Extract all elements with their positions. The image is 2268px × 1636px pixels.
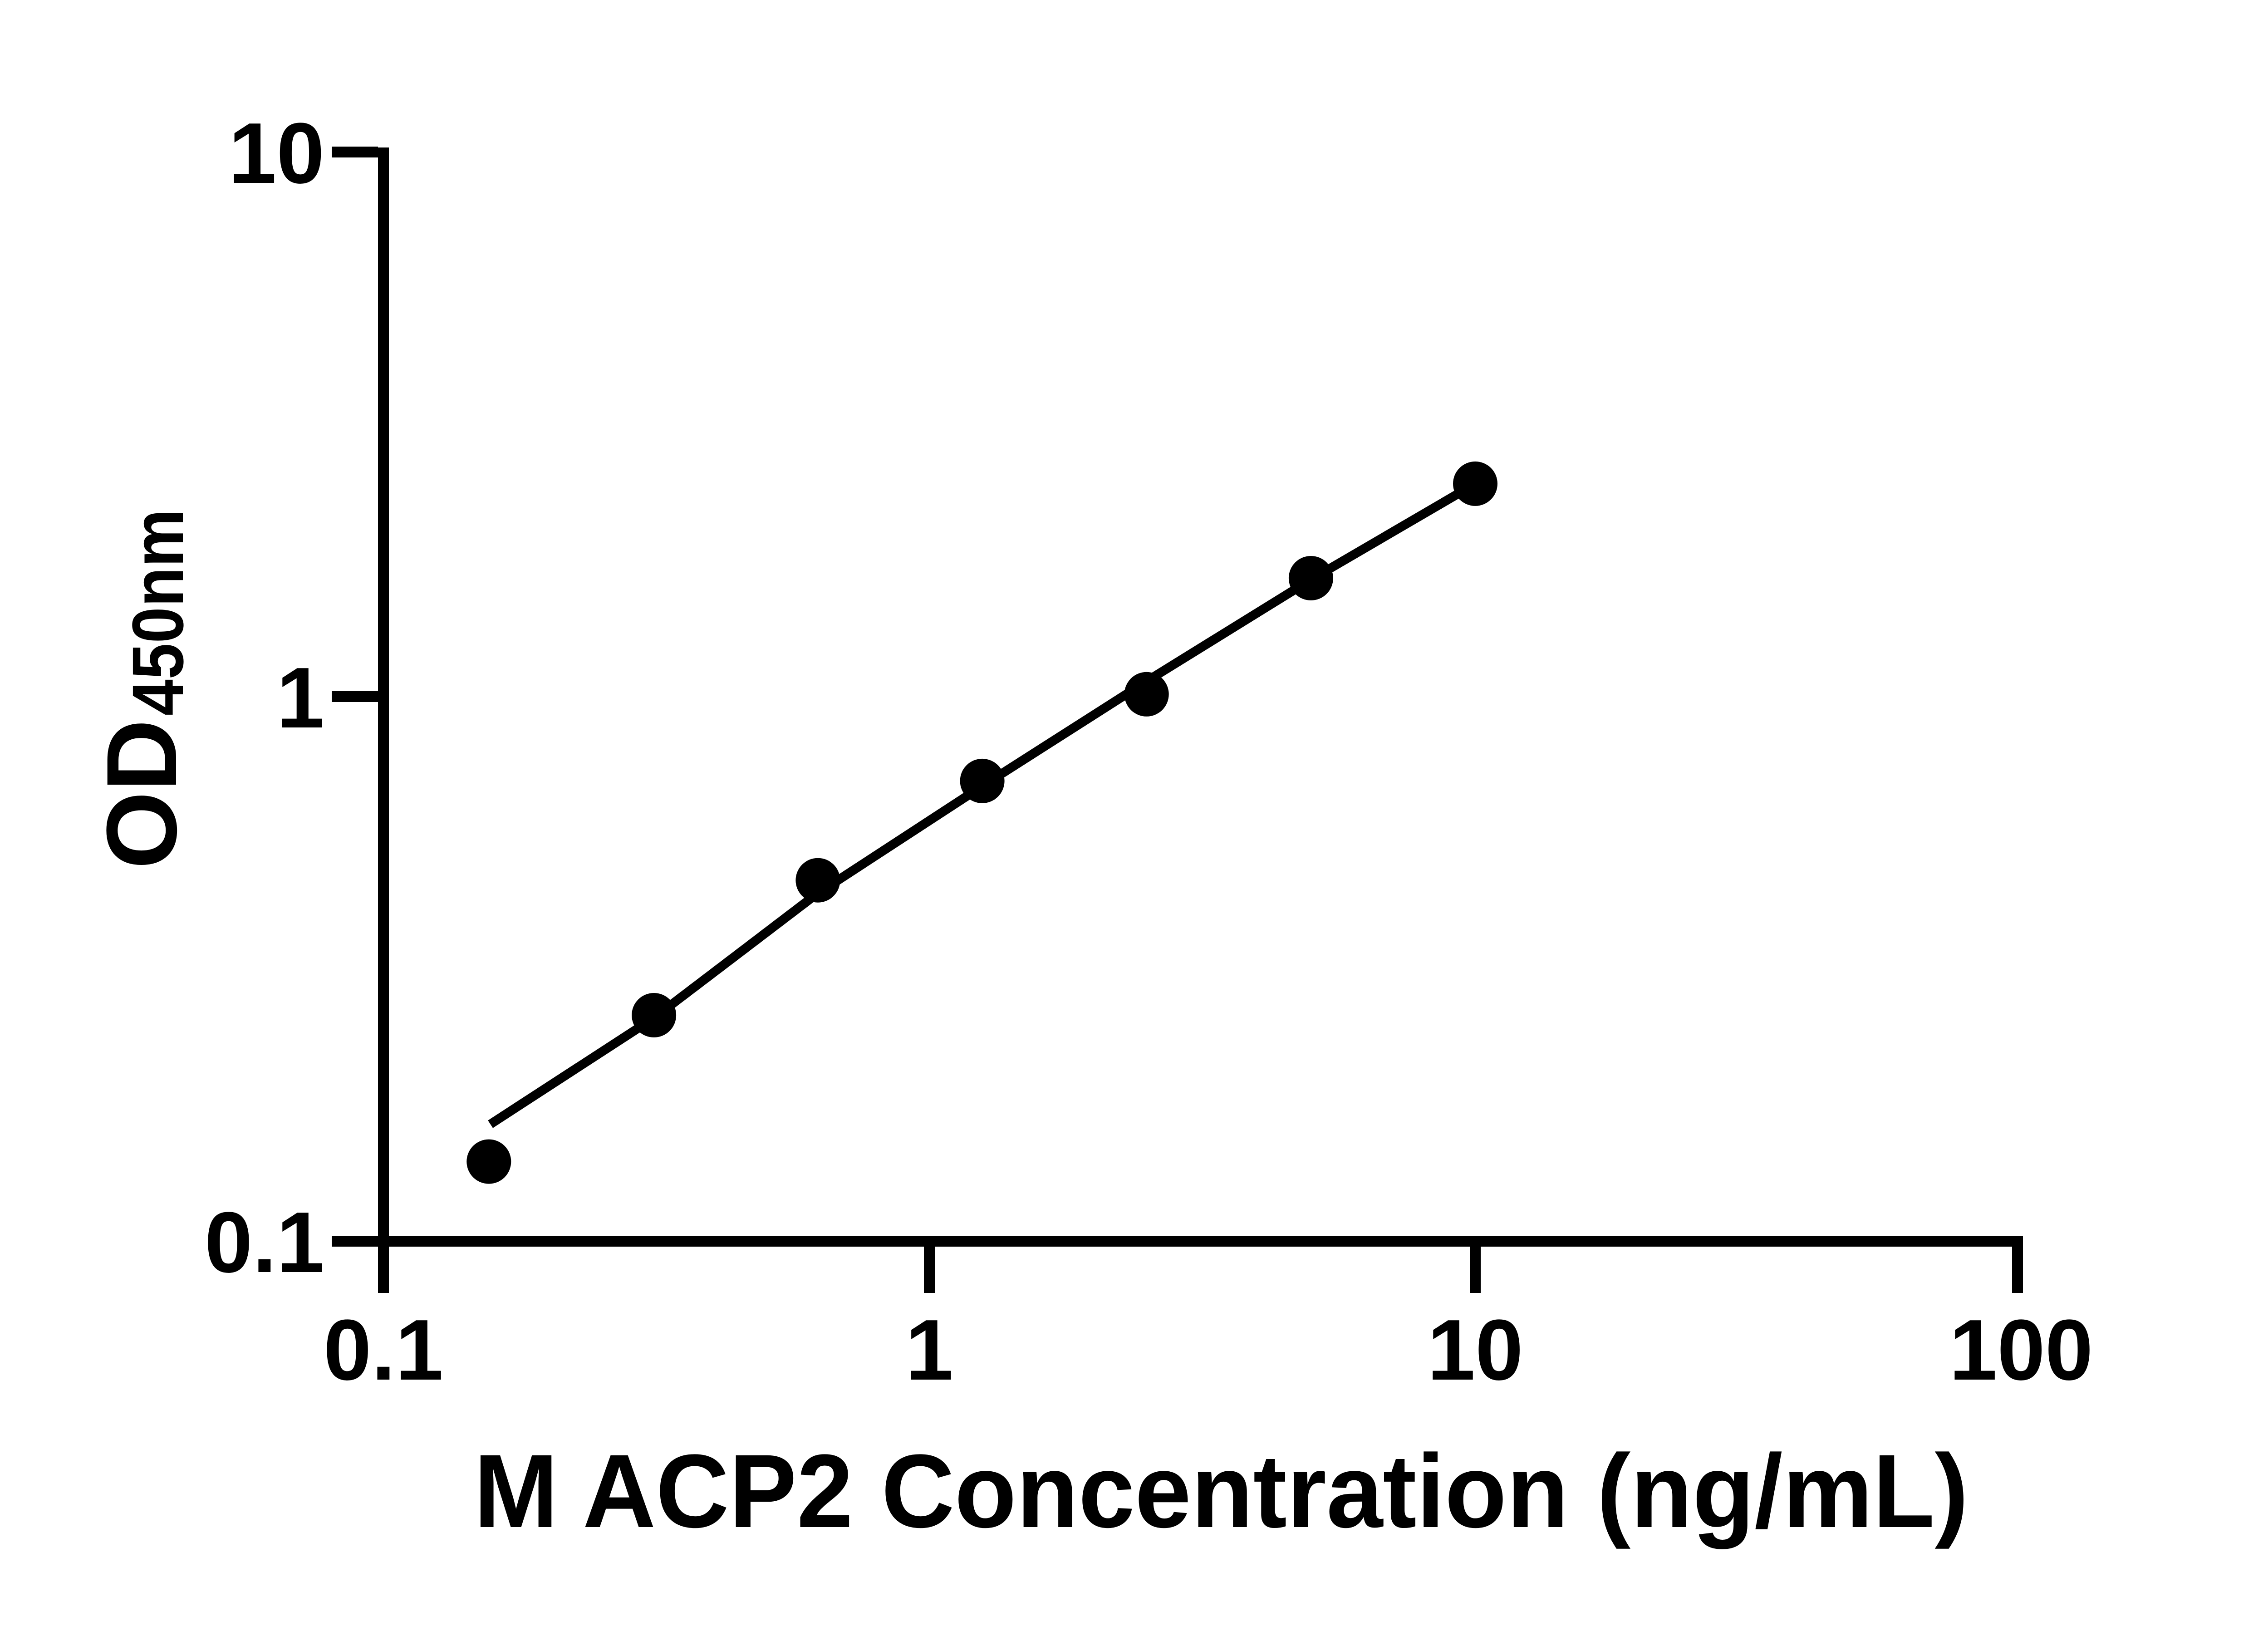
- x-tick-0.1: [378, 1247, 389, 1293]
- data-point-5: [1288, 556, 1333, 600]
- y-tick-label-1: 1: [276, 650, 324, 746]
- y-tick-label-0.1: 0.1: [205, 1194, 324, 1291]
- y-tick-labels: 10 1 0.1: [205, 105, 324, 1291]
- x-tick-100: [2012, 1247, 2023, 1293]
- axes: [378, 147, 2023, 1247]
- x-tick-10: [1470, 1247, 1481, 1293]
- y-axis-title-subscript: 450nm: [117, 509, 198, 716]
- y-axis-title: OD 450nm: [86, 509, 198, 869]
- data-point-2.5: [1124, 672, 1169, 717]
- y-tick-0.1: [332, 1236, 378, 1247]
- tick-marks: [332, 147, 2023, 1293]
- x-tick-label-1: 1: [905, 1302, 953, 1398]
- y-tick-1: [332, 691, 378, 702]
- x-tick-labels: 0.1 1 10 100: [324, 1302, 2093, 1398]
- data-point-0.625: [795, 858, 840, 903]
- data-point-0.313: [632, 993, 677, 1037]
- y-tick-10: [332, 147, 378, 157]
- x-axis-title: M ACP2 Concentration (ng/mL): [474, 1433, 1969, 1549]
- data-point-0.156: [466, 1139, 511, 1184]
- data-point-1.25: [960, 758, 1005, 803]
- x-axis-line: [378, 1236, 2023, 1247]
- x-tick-label-0.1: 0.1: [324, 1302, 443, 1398]
- data-point-10: [1453, 461, 1497, 506]
- x-tick-1: [924, 1247, 935, 1293]
- y-tick-label-10: 10: [229, 105, 324, 201]
- y-axis-title-main: OD: [86, 719, 197, 869]
- x-tick-label-100: 100: [1949, 1302, 2093, 1398]
- data-series: [466, 461, 1497, 1184]
- y-axis-line: [378, 147, 389, 1247]
- x-tick-label-10: 10: [1427, 1302, 1523, 1398]
